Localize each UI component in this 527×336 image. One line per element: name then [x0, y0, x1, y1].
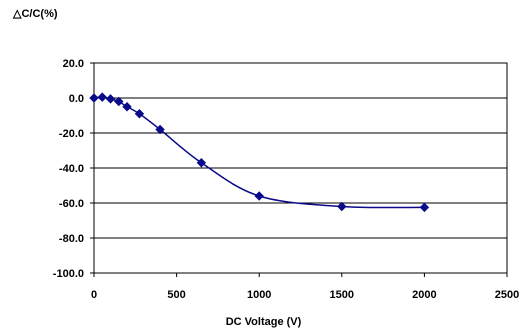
tick-labels: 20.0 0.0 -20.0 -40.0 -60.0 -80.0 -100.0 0 500 100…: [53, 58, 519, 301]
data-point-diamond: [89, 93, 99, 103]
data-point-diamond: [122, 102, 132, 112]
series-group: [89, 92, 430, 213]
x-tick-label: 2000: [412, 289, 436, 301]
data-point-diamond: [114, 96, 124, 107]
y-axis-label: △C/C(%): [13, 8, 58, 20]
y-tick-label: 0.0: [69, 93, 84, 105]
x-tick-label: 500: [167, 289, 185, 301]
y-tick-label: -40.0: [59, 163, 84, 175]
grid-lines: [94, 62, 507, 274]
data-point-diamond: [134, 109, 145, 119]
data-point-diamond: [155, 124, 165, 135]
x-tick-label: 1000: [247, 289, 271, 301]
x-tick-label: 1500: [330, 289, 354, 301]
data-point-diamond: [419, 202, 430, 213]
x-axis-label: DC Voltage (V): [225, 316, 302, 328]
y-tick-label: -100.0: [53, 268, 84, 280]
y-tick-label: -60.0: [59, 198, 84, 210]
data-point-diamond: [254, 191, 264, 201]
x-tick-label: 2500: [495, 289, 519, 301]
axes: [90, 62, 508, 277]
x-tick-label: 0: [91, 289, 97, 301]
data-point-diamond: [97, 92, 107, 102]
data-point-diamond: [337, 201, 347, 212]
data-point-diamond: [105, 94, 116, 104]
data-point-diamond: [196, 158, 207, 168]
y-tick-label: -80.0: [59, 233, 84, 245]
y-tick-label: -20.0: [59, 128, 84, 140]
y-tick-label: 20.0: [63, 58, 84, 70]
